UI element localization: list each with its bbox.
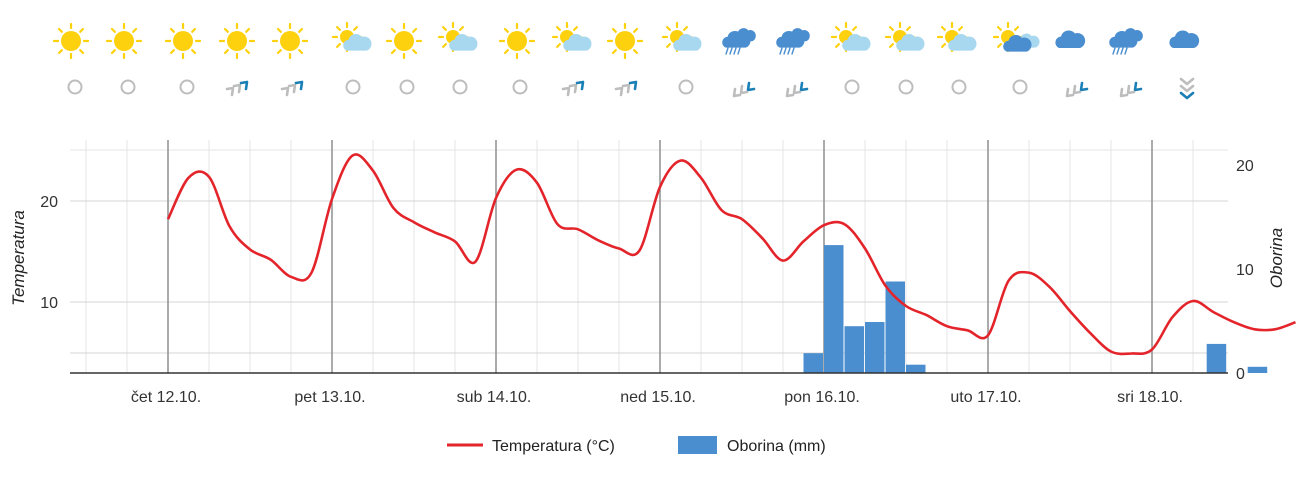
weather-icon-row	[52, 21, 1200, 60]
wind-icon-row	[67, 77, 1195, 100]
axes: 10 20 0 10 20 čet 12.10. pet 13.10. sub 14.10. n…	[40, 158, 1254, 406]
temperature-line-layer	[166, 153, 1296, 356]
left-axis-tick-label: 20	[40, 194, 58, 211]
wind-arrow-sw-icon	[785, 81, 809, 98]
calm-icon	[951, 79, 967, 95]
rain-cloud-icon	[1109, 28, 1143, 55]
partly-cloudy-icon	[331, 21, 372, 53]
sun-icon	[218, 22, 256, 60]
left-axis-tick-label: 10	[40, 295, 58, 312]
calm-icon	[512, 79, 528, 95]
precipitation-bar	[824, 245, 844, 373]
wind-arrow-sw-icon	[1065, 81, 1089, 98]
calm-icon	[452, 79, 468, 95]
wind-arrow-ne-icon	[561, 80, 585, 97]
sun-icon	[385, 22, 423, 60]
legend: Temperatura (°C) Oborina (mm)	[447, 436, 826, 455]
left-axis-title: Temperatura	[9, 210, 28, 306]
partly-cloudy-icon	[936, 21, 977, 53]
x-axis-day-label: sub 14.10.	[457, 389, 532, 406]
legend-precipitation-swatch	[678, 436, 717, 454]
right-axis-title: Oborina	[1267, 228, 1286, 288]
calm-icon	[678, 79, 694, 95]
calm-icon	[1012, 79, 1028, 95]
wind-arrow-ne-icon	[614, 80, 638, 97]
right-axis-tick-label: 20	[1236, 158, 1254, 175]
partly-cloudy-dark-icon	[992, 21, 1040, 53]
calm-icon	[67, 79, 83, 95]
precipitation-bar	[865, 322, 885, 373]
calm-icon	[399, 79, 415, 95]
cloud-icon	[1169, 30, 1200, 48]
partly-cloudy-icon	[551, 21, 592, 53]
calm-icon	[844, 79, 860, 95]
precipitation-bars	[803, 245, 1268, 373]
x-axis-day-label: pon 16.10.	[784, 389, 860, 406]
wind-arrow-down-icon	[1179, 77, 1195, 100]
plot-grid	[70, 140, 1228, 373]
calm-icon	[120, 79, 136, 95]
partly-cloudy-icon	[830, 21, 871, 53]
precipitation-bar	[885, 281, 905, 373]
wind-arrow-ne-icon	[280, 80, 304, 97]
x-axis-day-label: uto 17.10.	[950, 389, 1021, 406]
sun-icon	[498, 22, 536, 60]
x-axis-day-label: čet 12.10.	[131, 389, 201, 406]
legend-precipitation-label: Oborina (mm)	[727, 438, 826, 455]
sun-icon	[606, 22, 644, 60]
x-axis-day-label: pet 13.10.	[294, 389, 365, 406]
legend-temperature-label: Temperatura (°C)	[492, 438, 615, 455]
precipitation-bar	[1206, 343, 1227, 373]
partly-cloudy-icon	[661, 21, 702, 53]
sun-icon	[164, 22, 202, 60]
sun-icon	[271, 22, 309, 60]
partly-cloudy-icon	[437, 21, 478, 53]
right-axis-tick-label: 10	[1236, 262, 1254, 279]
calm-icon	[345, 79, 361, 95]
sun-icon	[52, 22, 90, 60]
temperature-line	[166, 153, 1296, 356]
right-axis-tick-label: 0	[1236, 366, 1245, 383]
wind-arrow-ne-icon	[225, 80, 249, 97]
rain-cloud-icon	[722, 28, 756, 55]
wind-arrow-sw-icon	[1119, 81, 1143, 98]
calm-icon	[179, 79, 195, 95]
precipitation-bar	[844, 326, 864, 373]
precipitation-bar	[906, 364, 926, 373]
x-axis-day-label: ned 15.10.	[620, 389, 696, 406]
rain-cloud-icon	[776, 28, 810, 55]
calm-icon	[898, 79, 914, 95]
precipitation-bar	[1247, 366, 1268, 373]
precipitation-bar	[803, 353, 823, 373]
cloud-icon	[1055, 30, 1086, 48]
x-axis-day-label: sri 18.10.	[1117, 389, 1183, 406]
sun-icon	[105, 22, 143, 60]
partly-cloudy-icon	[884, 21, 925, 53]
wind-arrow-sw-icon	[732, 81, 756, 98]
